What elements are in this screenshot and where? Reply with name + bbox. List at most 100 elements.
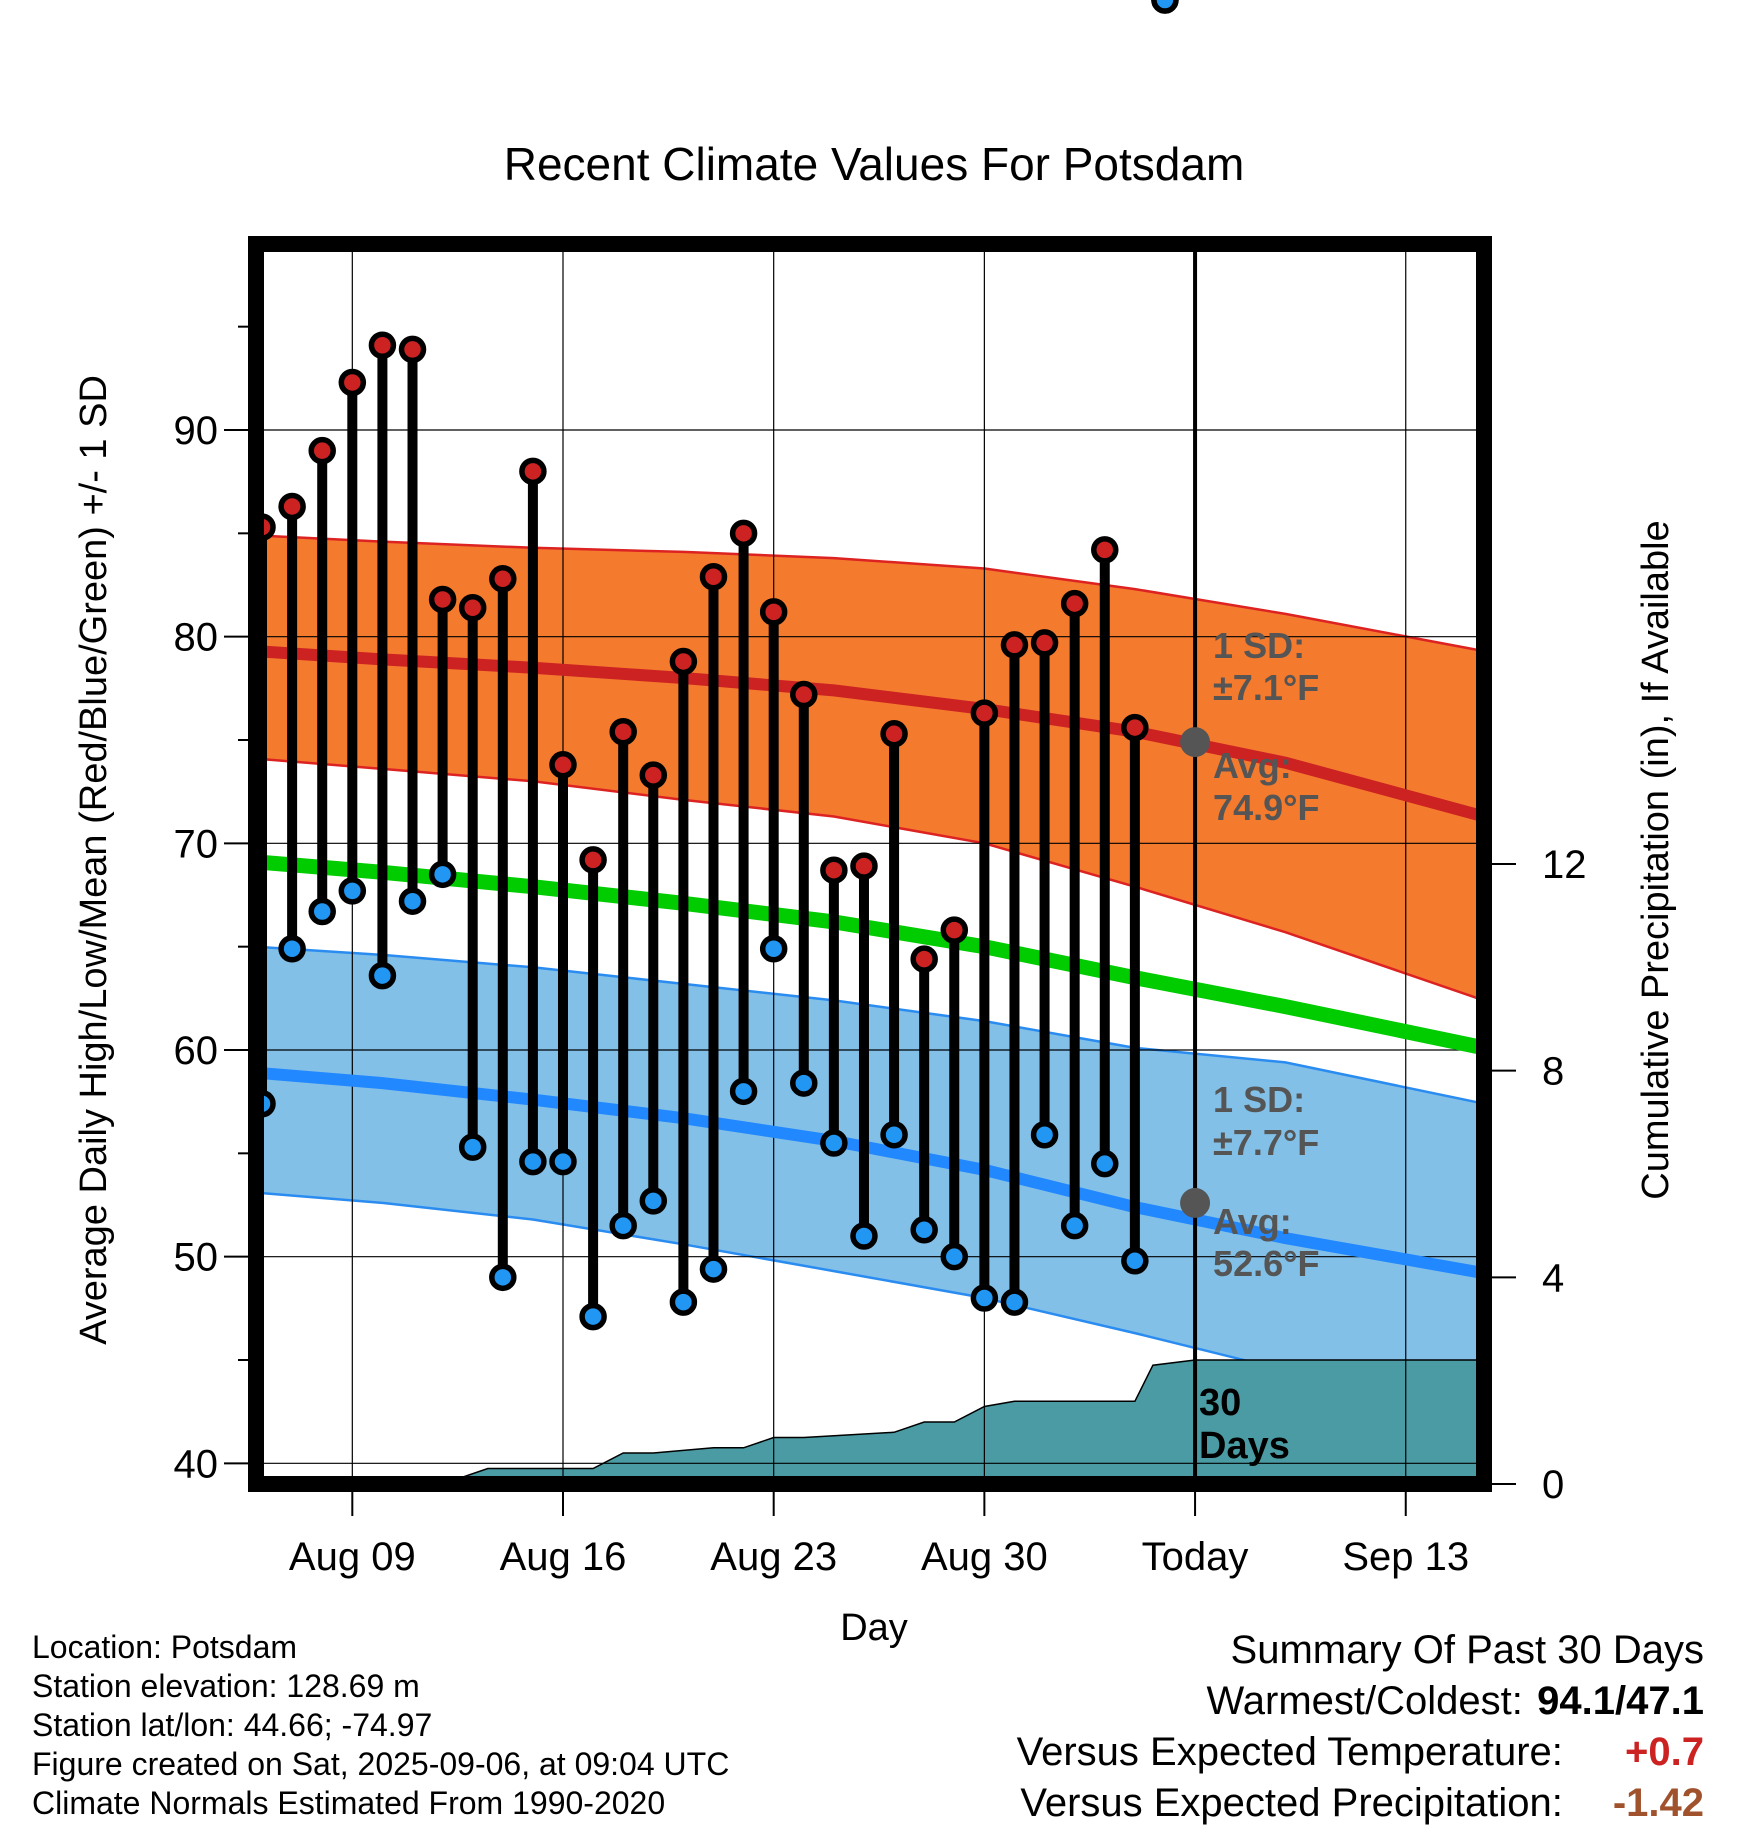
- x-tick-label: Aug 16: [500, 1535, 627, 1579]
- daily-low-point: [579, 1302, 607, 1331]
- low-sd-value: ±7.7°F: [1213, 1122, 1319, 1163]
- precip-label: Versus Expected Precipitation:: [1020, 1781, 1563, 1825]
- daily-high-point: [699, 562, 728, 591]
- precip-row: Versus Expected Precipitation: -1.42: [1017, 1778, 1704, 1829]
- daily-high-point: [1060, 589, 1089, 618]
- summary-panel: Summary Of Past 30 Days Warmest/Coldest:…: [1017, 1625, 1704, 1829]
- daily-high-point: [910, 945, 938, 973]
- low-sd-lower-line: [255, 1191, 1485, 1440]
- daily-high-point: [669, 647, 698, 676]
- temp-value: +0.7: [1625, 1730, 1704, 1774]
- high-sd-upper-line: [255, 534, 1485, 653]
- plot-frame: [248, 236, 1492, 1492]
- today-normal-high-marker: [1180, 727, 1211, 758]
- high-avg-label: Avg:: [1213, 745, 1292, 786]
- daily-low-point: [338, 877, 367, 905]
- daily-high-point: [398, 335, 427, 364]
- daily-low-point: [820, 1129, 848, 1157]
- y-axis-label: Average Daily High/Low/Mean (Red/Blue/Gr…: [73, 375, 115, 1345]
- daily-low-point: [1121, 1247, 1149, 1275]
- daily-low-point: [790, 1069, 818, 1097]
- daily-high-point: [1121, 713, 1149, 742]
- daily-low-point: [278, 934, 306, 963]
- daily-low-point: [759, 934, 788, 963]
- daily-low-point: [729, 1077, 758, 1106]
- temp-row: Versus Expected Temperature: +0.7: [1017, 1727, 1704, 1778]
- daily-high-point: [458, 593, 487, 622]
- y2-tick-label: 0: [1542, 1463, 1564, 1507]
- daily-high-point: [759, 598, 788, 626]
- daily-high-point: [790, 680, 818, 709]
- daily-low-point: [489, 1263, 517, 1292]
- x-axis-label: Day: [840, 1607, 908, 1649]
- x-tick-label: Sep 13: [1342, 1535, 1469, 1579]
- daily-low-point: [639, 1187, 668, 1215]
- daily-high-point: [338, 368, 367, 397]
- daily-high-point: [639, 761, 668, 789]
- y2-tick-label: 8: [1542, 1050, 1564, 1094]
- daily-high-point: [308, 436, 336, 465]
- y-tick-label: 90: [174, 409, 219, 453]
- created-text: Figure created on Sat, 2025-09-06, at 09…: [32, 1746, 730, 1782]
- x-tick-label: Aug 23: [710, 1535, 837, 1579]
- daily-high-point: [820, 856, 848, 884]
- daily-low-point: [910, 1216, 938, 1244]
- location-text: Location: Potsdam: [32, 1629, 298, 1665]
- daily-high-point: [428, 585, 457, 614]
- daily-high-point: [1091, 536, 1119, 564]
- daily-low-point: [669, 1288, 698, 1316]
- daily-high-point: [489, 565, 517, 593]
- daily-low-point: [1151, 0, 1179, 14]
- daily-low-point: [458, 1133, 487, 1161]
- x-tick-label: Aug 09: [289, 1535, 416, 1579]
- daily-low-point: [1030, 1120, 1059, 1149]
- normals-text: Climate Normals Estimated From 1990-2020: [32, 1785, 666, 1821]
- today-normal-low-marker: [1180, 1187, 1211, 1218]
- x-tick-label: Aug 30: [921, 1535, 1048, 1579]
- y-tick-label: 40: [174, 1442, 219, 1486]
- precip-area: [256, 1360, 1484, 1484]
- low-avg-label: Avg:: [1213, 1201, 1292, 1242]
- daily-high-point: [609, 717, 637, 746]
- daily-high-point: [729, 519, 758, 548]
- daily-low-point: [549, 1147, 577, 1176]
- y-tick-label: 60: [174, 1029, 219, 1073]
- daily-high-point: [579, 846, 607, 874]
- daily-low-point: [699, 1255, 728, 1283]
- daily-low-point: [880, 1120, 908, 1149]
- y-tick-label: 50: [174, 1236, 219, 1280]
- high-sd-label: 1 SD:: [1213, 625, 1305, 666]
- high-sd-value: ±7.1°F: [1213, 667, 1319, 708]
- high-avg-value: 74.9°F: [1213, 787, 1319, 828]
- y2-tick-label: 12: [1542, 843, 1587, 887]
- daily-low-point: [1060, 1211, 1089, 1240]
- daily-low-point: [1091, 1149, 1119, 1178]
- axes: 40 50 60 70 80 90 0 4 8 12 Aug 09 Aug 16 Aug 23 Aug 3…: [174, 236, 1587, 1579]
- y-tick-label: 80: [174, 616, 219, 660]
- precip-days-label: Days: [1199, 1425, 1290, 1467]
- daily-high-point: [940, 916, 969, 944]
- y2-axis-label: Cumulative Precipitation (in), If Availa…: [1635, 520, 1677, 1199]
- daily-high-point: [549, 751, 577, 779]
- high-sd-lower-line: [255, 757, 1485, 1002]
- temp-label: Versus Expected Temperature:: [1016, 1730, 1563, 1774]
- chart-title: Recent Climate Values For Potsdam: [504, 138, 1245, 190]
- warm-cold-value: 94.1/47.1: [1537, 1679, 1704, 1723]
- daily-high-point: [970, 699, 999, 727]
- daily-low-point: [398, 887, 427, 915]
- precip-line: [256, 1359, 1484, 1485]
- summary-title: Summary Of Past 30 Days: [1230, 1628, 1704, 1672]
- daily-high-point: [278, 492, 306, 521]
- precip-days-label: 30: [1199, 1382, 1241, 1424]
- y-tick-label: 70: [174, 822, 219, 866]
- precip-value: -1.42: [1612, 1781, 1704, 1825]
- daily-low-point: [1000, 1288, 1029, 1316]
- daily-high-point: [1030, 629, 1059, 657]
- daily-low-point: [970, 1284, 999, 1312]
- station-info: Location: Potsdam Station elevation: 128…: [32, 1628, 729, 1823]
- warm-cold-label: Warmest/Coldest:: [1206, 1679, 1523, 1723]
- daily-low-point: [609, 1211, 637, 1240]
- elevation-text: Station elevation: 128.69 m: [32, 1668, 420, 1704]
